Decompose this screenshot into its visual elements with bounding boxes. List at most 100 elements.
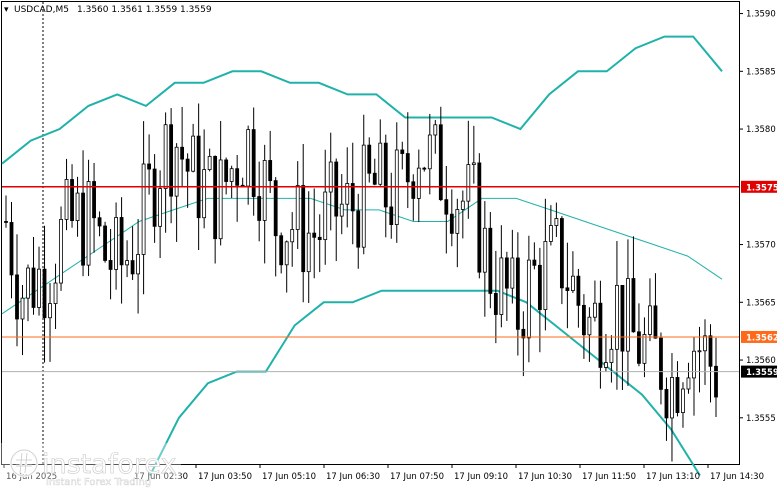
candle: [411, 174, 416, 221]
candle: [697, 326, 702, 393]
candle: [64, 158, 69, 231]
candle: [659, 332, 663, 405]
price-tick-label: 1.3555: [746, 414, 776, 424]
time-tick-label: 17 Jun 14:30: [710, 472, 764, 482]
candle: [570, 251, 575, 293]
candle: [141, 121, 146, 295]
candle: [499, 225, 504, 328]
time-tick-label: 17 Jun 09:10: [454, 472, 508, 482]
candle: [273, 177, 278, 277]
candle: [169, 108, 174, 224]
candle: [31, 236, 36, 315]
candle: [48, 283, 52, 362]
candle: [180, 106, 185, 187]
candle: [185, 153, 190, 208]
candle: [103, 221, 107, 263]
candle: [152, 154, 157, 243]
price-tick-label: 1.3585: [746, 67, 776, 77]
time-tick-label: 17 Jun 11:50: [582, 472, 636, 482]
price-tick-label: 1.3580: [746, 125, 776, 135]
candle: [477, 153, 482, 279]
candle: [86, 159, 91, 277]
candle: [20, 284, 25, 356]
candle: [361, 114, 366, 255]
candle: [604, 333, 608, 373]
candle: [703, 319, 707, 385]
candle: [521, 311, 526, 377]
candle: [163, 112, 168, 233]
candle: [444, 165, 449, 254]
candle: [526, 235, 531, 363]
support-price-tag: [741, 330, 777, 343]
candle: [554, 202, 559, 237]
time-tick-label: 16 Jun 2025: [6, 472, 57, 482]
candle: [224, 157, 229, 195]
candle: [119, 197, 124, 304]
candle: [191, 123, 196, 173]
candle: [537, 247, 542, 353]
candle: [59, 206, 63, 291]
time-tick-label: 17 Jun 05:10: [262, 472, 316, 482]
time-tick-label: 17 Jun 03:50: [198, 472, 252, 482]
candle: [262, 144, 267, 264]
header-marker-icon: ▾: [4, 5, 9, 15]
candle: [400, 141, 405, 170]
candle: [235, 154, 240, 222]
price-tick-label: 1.3560: [746, 356, 776, 366]
ohlc-values: 1.3560 1.3561 1.3559 1.3559: [77, 5, 212, 15]
candle: [81, 150, 85, 277]
candle: [598, 280, 603, 389]
candle: [42, 225, 47, 363]
candle: [207, 148, 212, 172]
candle: [136, 219, 140, 314]
candle: [284, 240, 289, 293]
candle: [328, 132, 333, 231]
support-price-label: 1.3562: [746, 333, 779, 343]
candle: [4, 195, 8, 228]
candle: [504, 251, 509, 321]
candle: [714, 337, 718, 417]
candle: [559, 216, 564, 305]
candle: [356, 193, 361, 269]
price-tick-label: 1.3590: [746, 10, 776, 20]
candle: [257, 161, 262, 242]
candle: [15, 234, 19, 347]
candle: [9, 201, 14, 299]
upper-band-line: [1, 35, 723, 165]
candle: [653, 273, 658, 339]
candle: [482, 201, 487, 317]
candle: [213, 155, 218, 264]
candle: [455, 198, 460, 268]
resistance-price-label: 1.3575: [746, 183, 779, 193]
candle: [471, 125, 476, 184]
candle: [372, 158, 377, 186]
instaforex-watermark: instaforex Instant Forex Trading: [0, 443, 181, 489]
candle: [405, 112, 410, 209]
time-tick-label: 17 Jun 06:30: [326, 472, 380, 482]
candle: [615, 240, 619, 390]
candle: [229, 165, 234, 198]
candle: [97, 211, 102, 237]
candle: [433, 119, 438, 154]
candle: [53, 263, 58, 330]
candle: [488, 211, 493, 309]
candle: [383, 134, 388, 238]
candle: [251, 107, 256, 216]
candle: [548, 205, 553, 246]
price-axis: 1.35901.35851.35801.35701.35651.35601.35…: [739, 10, 776, 424]
candle: [279, 232, 284, 274]
candle: [125, 240, 129, 278]
candle: [130, 226, 135, 280]
candle: [108, 228, 113, 300]
candle: [306, 191, 311, 303]
candle: [460, 190, 465, 239]
symbol-label: USDCAD,M5: [14, 5, 69, 15]
candle: [378, 119, 383, 186]
candle: [389, 172, 394, 239]
candle: [515, 232, 520, 356]
candle: [686, 362, 691, 394]
candle: [26, 264, 30, 322]
candle: [416, 149, 421, 222]
candle: [692, 336, 696, 416]
